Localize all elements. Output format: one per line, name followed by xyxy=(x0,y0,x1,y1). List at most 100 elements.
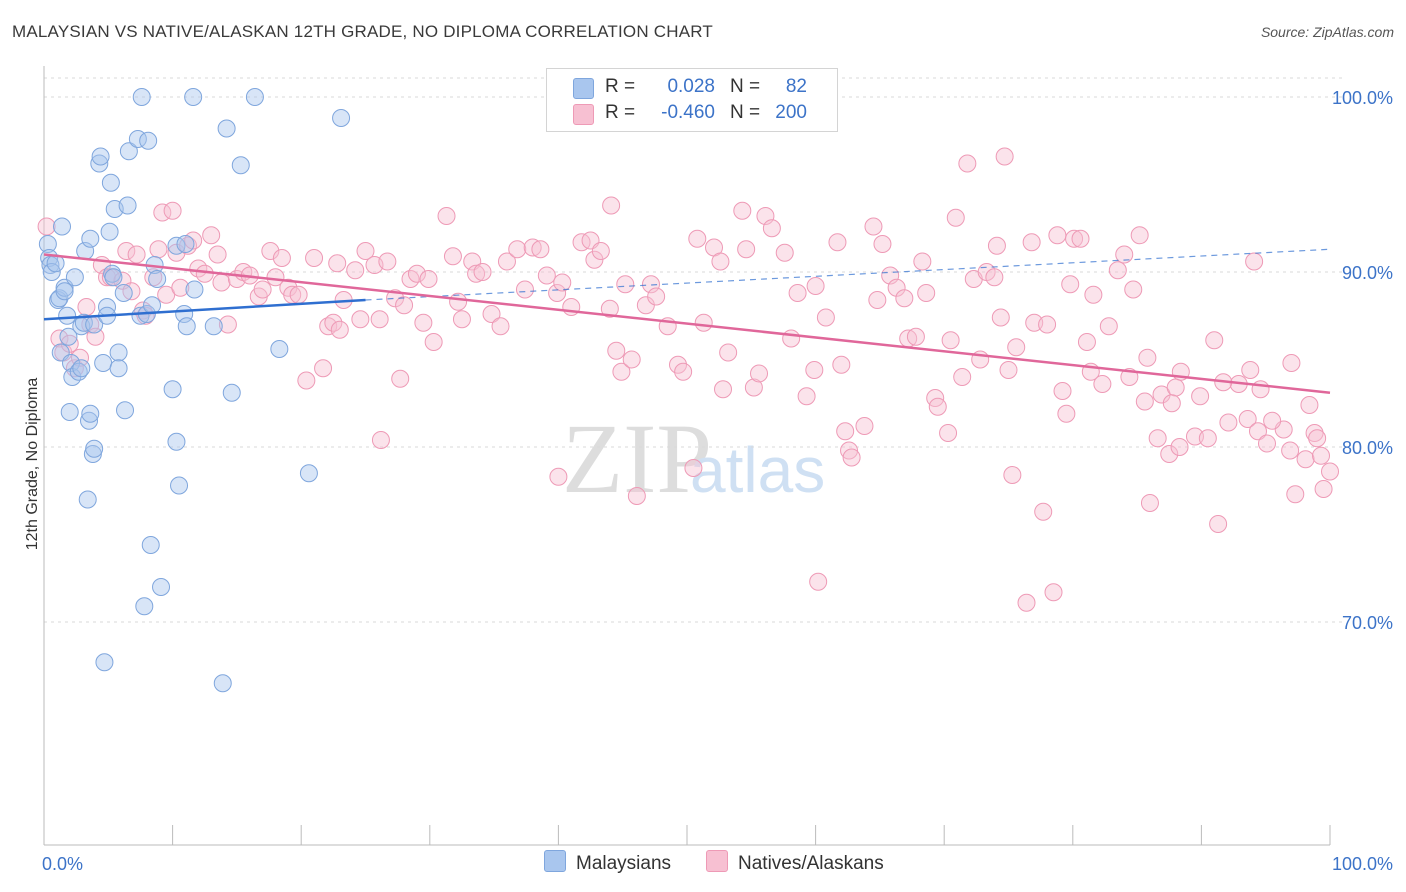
watermark-zip: ZIP xyxy=(562,403,712,514)
data-point xyxy=(356,242,375,260)
data-point xyxy=(719,343,738,362)
data-point xyxy=(622,350,641,369)
y-axis-label: 12th Grade, No Diploma xyxy=(24,378,41,551)
data-point xyxy=(167,236,186,255)
data-point xyxy=(497,252,516,271)
data-point xyxy=(842,448,861,467)
data-point xyxy=(782,329,801,348)
data-point xyxy=(139,131,158,150)
data-point xyxy=(684,459,703,477)
data-point xyxy=(864,217,883,236)
data-point xyxy=(208,245,227,264)
tick-labels: 100.0% 90.0% 80.0% 70.0% 0.0% 100.0% xyxy=(42,88,1393,874)
data-point xyxy=(419,270,438,288)
chart-title: MALAYSIAN VS NATIVE/ALASKAN 12TH GRADE, … xyxy=(12,22,714,41)
data-point xyxy=(135,597,154,616)
data-point xyxy=(176,235,195,253)
data-point xyxy=(958,154,977,173)
data-point xyxy=(109,343,128,362)
data-point xyxy=(553,273,572,292)
data-point xyxy=(116,401,135,420)
data-point xyxy=(1135,392,1154,411)
data-point xyxy=(1007,338,1026,357)
data-point xyxy=(607,341,626,360)
data-point xyxy=(100,222,119,241)
data-point xyxy=(177,317,196,336)
trend-line-natives-alaskans xyxy=(43,253,1331,394)
data-point xyxy=(906,327,925,346)
data-point xyxy=(627,487,646,505)
data-point xyxy=(1238,410,1257,428)
data-point xyxy=(305,249,324,267)
data-point xyxy=(117,242,136,260)
data-point xyxy=(744,378,763,397)
data-point xyxy=(330,320,349,339)
data-point xyxy=(537,266,556,285)
data-point xyxy=(1084,285,1103,304)
data-point xyxy=(222,383,241,402)
data-point xyxy=(917,284,936,302)
legend-item-natives-alaskans[interactable]: Natives/Alaskans xyxy=(706,850,884,876)
x-tick-label: 100.0% xyxy=(1332,854,1393,874)
data-point xyxy=(515,280,534,299)
data-point xyxy=(65,268,84,287)
data-point xyxy=(319,317,338,336)
data-point xyxy=(1166,378,1185,397)
data-point xyxy=(806,277,825,295)
data-point xyxy=(788,284,807,302)
data-point xyxy=(270,340,289,358)
data-point xyxy=(245,88,264,106)
stats-n-label: N = xyxy=(730,76,761,97)
data-point xyxy=(58,306,77,325)
data-point xyxy=(1321,462,1339,481)
data-point xyxy=(272,249,291,267)
data-point xyxy=(289,285,308,304)
data-point xyxy=(452,310,471,329)
data-point xyxy=(163,201,182,220)
data-point xyxy=(809,572,828,591)
data-point xyxy=(953,368,972,386)
data-point xyxy=(1057,404,1076,423)
data-point xyxy=(1162,394,1181,413)
data-point xyxy=(855,417,874,435)
data-point xyxy=(1115,245,1134,264)
data-point xyxy=(928,397,947,416)
data-point xyxy=(37,217,56,236)
data-point xyxy=(1022,233,1041,252)
data-point xyxy=(184,88,203,106)
data-point xyxy=(185,280,204,299)
data-point xyxy=(314,359,333,378)
data-point xyxy=(1257,434,1276,453)
data-point xyxy=(94,354,113,372)
data-point xyxy=(90,154,109,173)
data-point xyxy=(473,263,492,281)
data-point xyxy=(80,411,99,430)
data-point xyxy=(328,254,347,273)
data-point xyxy=(941,331,960,350)
data-point xyxy=(491,317,510,336)
data-point xyxy=(1286,485,1305,504)
y-tick-label: 90.0% xyxy=(1342,263,1393,283)
data-point xyxy=(467,264,486,283)
malaysians-points xyxy=(38,88,351,693)
legend-label-natives-alaskans: Natives/Alaskans xyxy=(738,853,884,874)
data-point xyxy=(616,275,635,294)
data-point xyxy=(1130,226,1149,245)
data-point xyxy=(231,156,250,175)
data-point xyxy=(612,362,631,381)
data-point xyxy=(939,424,958,442)
data-point xyxy=(531,240,550,259)
data-point xyxy=(1044,583,1063,602)
data-point xyxy=(370,310,389,329)
data-point xyxy=(895,289,914,308)
data-point xyxy=(1071,229,1090,248)
data-point xyxy=(482,305,501,323)
data-point xyxy=(141,536,160,554)
legend-item-malaysians[interactable]: Malaysians xyxy=(544,850,671,876)
data-point xyxy=(218,315,237,334)
data-point xyxy=(762,219,781,238)
data-point xyxy=(1281,441,1300,460)
data-point xyxy=(81,229,100,248)
data-point xyxy=(1245,252,1264,271)
stats-box: R = 0.028 N = 82 R = -0.460 N = 200 xyxy=(546,68,838,132)
